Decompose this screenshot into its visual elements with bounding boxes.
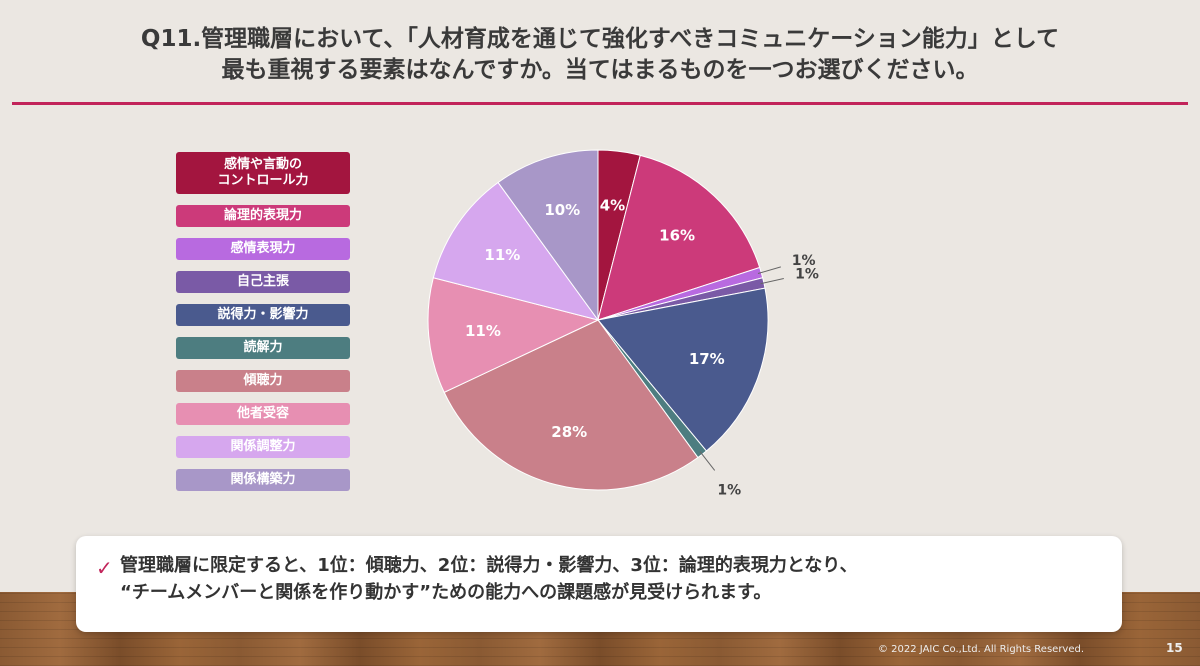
- leader-line: [760, 277, 784, 285]
- pie-slice: [443, 319, 699, 491]
- copyright-footer: © 2022 JAIC Co.,Ltd. All Rights Reserved…: [878, 644, 1085, 655]
- slice-value-label: 16%: [659, 227, 695, 245]
- slice-value-label: 28%: [551, 423, 587, 441]
- page-title: Q11.管理職層において、「人材育成を通じて強化すべきコミュニケーション能力」と…: [0, 24, 1200, 86]
- leader-line: [757, 266, 781, 275]
- legend-item: 傾聴力: [176, 370, 350, 392]
- pie-slice: [597, 287, 769, 452]
- slice-value-label: 4%: [600, 196, 625, 214]
- legend-item: 読解力: [176, 337, 350, 359]
- legend-item: 論理的表現力: [176, 205, 350, 227]
- slice-value-label: 1%: [717, 482, 741, 498]
- title-line-2: 最も重視する要素はなんですか。当てはまるものを一つお選びください。: [221, 57, 979, 83]
- pie-slice: [427, 277, 600, 394]
- slice-value-label: 11%: [465, 322, 501, 340]
- legend-item: 自己主張: [176, 271, 350, 293]
- legend-item: 関係調整力: [176, 436, 350, 458]
- legend-item: 関係構築力: [176, 469, 350, 491]
- title-line-1: Q11.管理職層において、「人材育成を通じて強化すべきコミュニケーション能力」と…: [140, 26, 1060, 52]
- callout-text: 管理職層に限定すると、1位：傾聴力、2位：説得力・影響力、3位：論理的表現力とな…: [120, 552, 858, 606]
- callout-line-1: 管理職層に限定すると、1位：傾聴力、2位：説得力・影響力、3位：論理的表現力とな…: [120, 555, 858, 576]
- legend-item: 感情表現力: [176, 238, 350, 260]
- summary-callout: ✓ 管理職層に限定すると、1位：傾聴力、2位：説得力・影響力、3位：論理的表現力…: [76, 536, 1122, 632]
- callout-line-2: “チームメンバーと関係を作り動かす”ための能力への課題感が見受けられます。: [120, 582, 772, 603]
- chart-legend: 感情や言動の コントロール力論理的表現力 感情表現力自己主張説得力・影響力 読解力傾…: [176, 152, 350, 502]
- slice-value-label: 11%: [484, 246, 520, 264]
- legend-item: 説得力・影響力: [176, 304, 350, 326]
- slice-value-label: 1%: [792, 253, 816, 269]
- pie-slice: [432, 181, 600, 321]
- legend-item: 感情や言動の コントロール力: [176, 152, 350, 194]
- slice-value-label: 1%: [795, 266, 819, 282]
- pie-slice: [597, 154, 761, 321]
- title-divider: [12, 102, 1188, 105]
- pie-chart: 4%16%1%1%17%1%28%11%11%10%: [427, 149, 819, 498]
- leader-line: [699, 451, 716, 471]
- legend-item: 他者受容: [176, 403, 350, 425]
- check-icon: ✓: [96, 556, 113, 580]
- pie-slice: [497, 149, 599, 322]
- slice-value-label: 10%: [544, 201, 580, 219]
- page-number: 15: [1166, 641, 1183, 655]
- slice-value-label: 17%: [689, 350, 725, 368]
